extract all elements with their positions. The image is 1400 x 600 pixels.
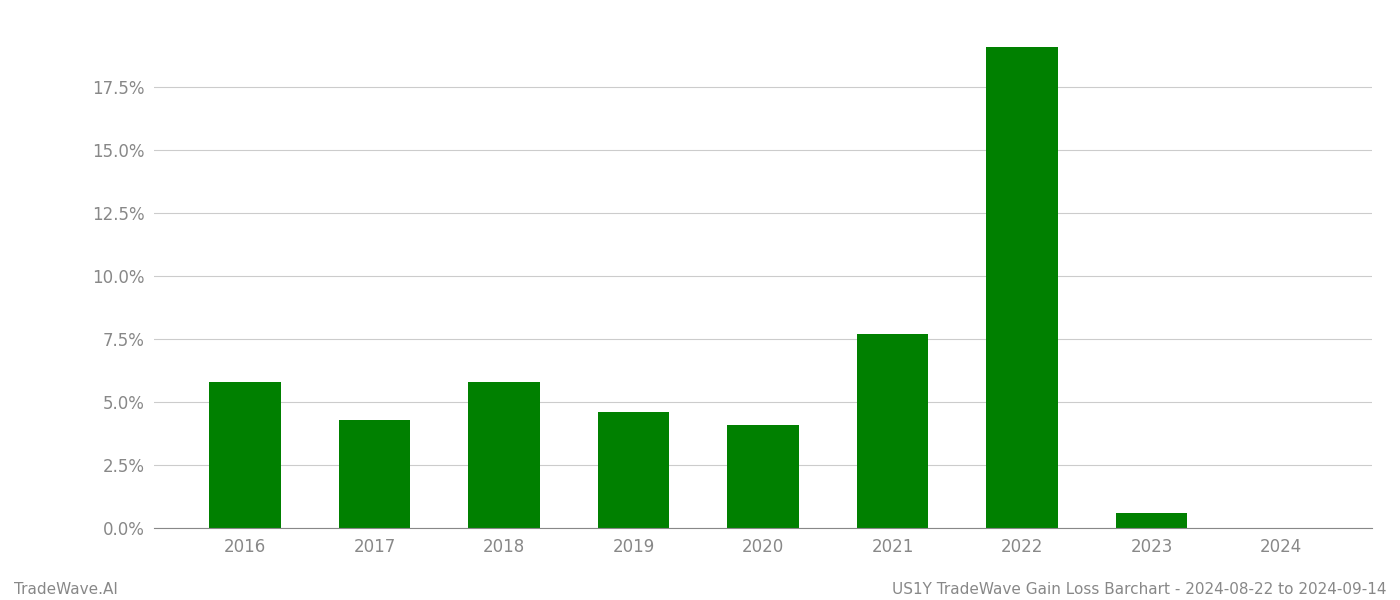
Bar <box>469 382 539 528</box>
Bar <box>987 47 1057 528</box>
Bar <box>598 412 669 528</box>
Text: TradeWave.AI: TradeWave.AI <box>14 582 118 597</box>
Bar <box>1116 513 1187 528</box>
Bar <box>210 382 280 528</box>
Text: US1Y TradeWave Gain Loss Barchart - 2024-08-22 to 2024-09-14: US1Y TradeWave Gain Loss Barchart - 2024… <box>892 582 1386 597</box>
Bar <box>339 419 410 528</box>
Bar <box>728 425 798 528</box>
Bar <box>857 334 928 528</box>
